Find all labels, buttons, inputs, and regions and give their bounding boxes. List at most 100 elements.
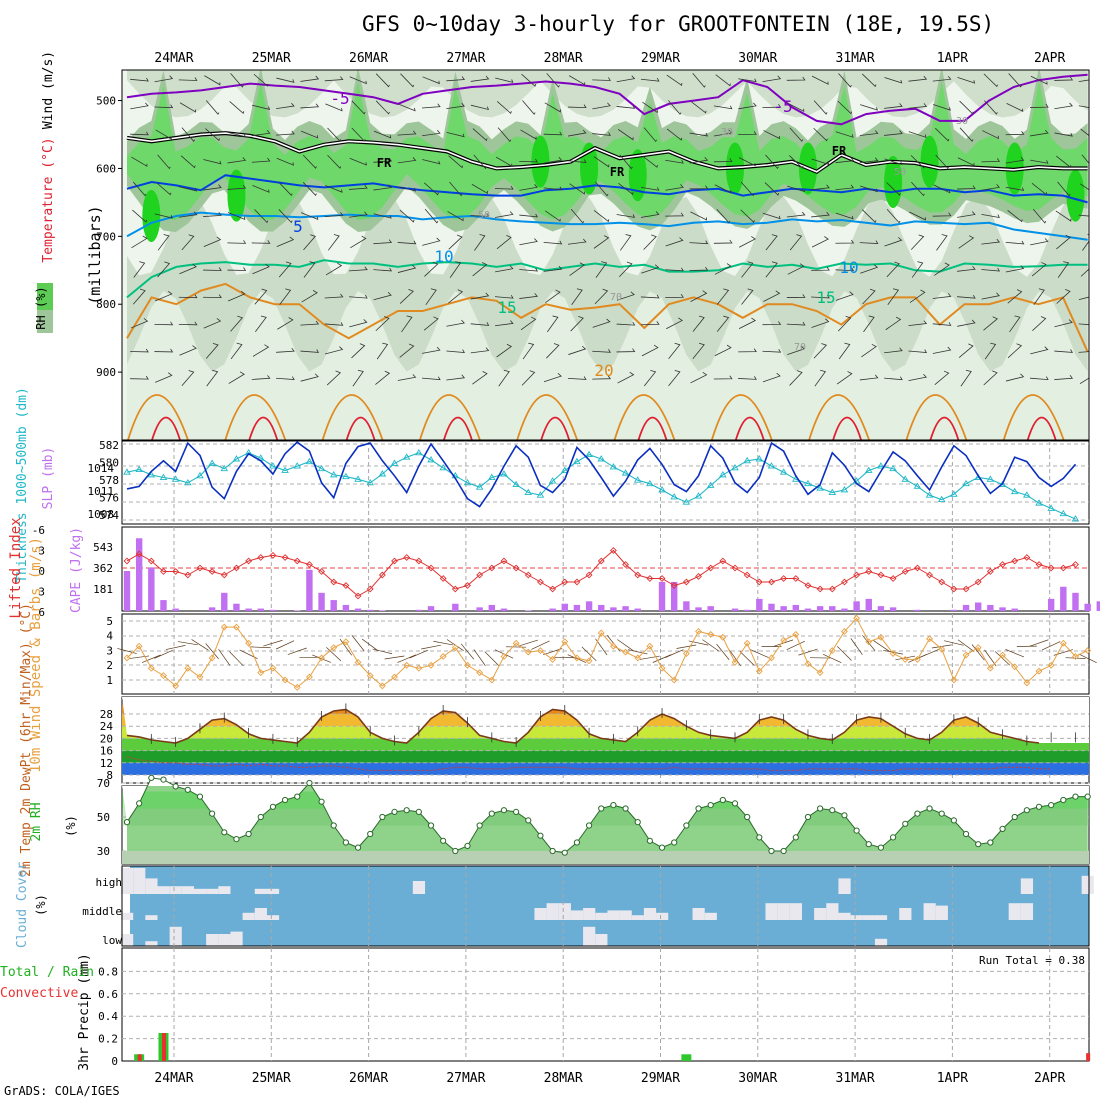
rh-series-point [756, 834, 763, 841]
cloud-cell [206, 934, 219, 946]
cape-bar [160, 600, 167, 611]
wind-barb [227, 157, 247, 164]
wind-barb [470, 104, 490, 111]
wind-barb [714, 184, 732, 194]
wind-barb [522, 100, 536, 115]
wind-barb [1054, 375, 1074, 380]
thickness-series-point [488, 473, 496, 480]
wind-barb [738, 102, 757, 110]
thickness-frame [121, 440, 1090, 525]
lifted-series-point [828, 585, 836, 593]
cloud-cell [230, 931, 243, 946]
wind-barb [276, 236, 295, 248]
wind-speed-series-point [342, 638, 350, 646]
cape-bar [500, 608, 508, 611]
wind-barb [203, 236, 222, 247]
surface-wind-barb [862, 635, 876, 651]
wind-barb [522, 342, 535, 360]
freezing-label: FR [377, 156, 392, 170]
wind-barb [495, 77, 514, 83]
cape-bar [634, 608, 641, 611]
wind-barb [1007, 343, 1023, 359]
wind-barb [983, 370, 998, 386]
wind-barb [155, 372, 173, 383]
wind-barb [324, 293, 344, 299]
wind-barb [594, 288, 609, 305]
cape-bar [987, 604, 994, 611]
wind-barb [835, 291, 854, 301]
thickness-series-point [269, 462, 277, 469]
rh-series-point [780, 847, 787, 855]
wind-barb [1056, 289, 1071, 304]
wind-speed-series-point [1072, 653, 1079, 660]
wind-barb [1054, 319, 1073, 328]
wind-barb [449, 261, 462, 278]
wind-barb [740, 209, 755, 223]
wind-barb [1031, 262, 1047, 277]
wind-barb [227, 184, 247, 190]
lifted-series-point [451, 585, 459, 593]
wind-barb [714, 344, 732, 357]
rh-series-point [513, 808, 520, 816]
lifted-series-point [950, 585, 958, 593]
wind-barb [716, 288, 730, 305]
wind-barb [616, 291, 635, 301]
cape-bar [683, 601, 690, 611]
thickness-tick-label: 574 [99, 509, 119, 522]
rh-area [127, 777, 1088, 864]
surface-wind-barb [287, 647, 307, 655]
wind-barb [349, 319, 368, 328]
wind-barb [252, 263, 270, 275]
lifted-series-point [974, 578, 982, 586]
rh-series-point [987, 839, 994, 846]
wind-speed-series-point [135, 642, 143, 650]
cross-section-ylabel: (millibars) RH (%) Temperature (°C) Wind (m… [34, 51, 104, 333]
wind-speed-series-point [707, 630, 715, 638]
precip-tick-label: 0.6 [98, 988, 118, 1001]
wind-barb [544, 210, 561, 222]
wind-legend-label: Wind (m/s) [41, 51, 56, 129]
wind-barb [1079, 183, 1089, 191]
wind-barb [496, 101, 512, 114]
thickness-series-point [719, 471, 727, 478]
wind-barb [957, 211, 976, 218]
wind-barb [811, 75, 829, 85]
temp-tick-label: 16 [100, 745, 113, 758]
thickness-series-point [208, 459, 216, 466]
wind-barb [713, 129, 733, 137]
rh-series-point [391, 808, 398, 816]
precip-panel: 0.8 0.6 0.4 0.2 0 Run Total = 0.38 3hr Precip … [0, 947, 1091, 1071]
cloud-cell [570, 910, 584, 920]
rh-series-point [330, 822, 337, 829]
wind-barb [1029, 103, 1049, 108]
wind-barb [715, 74, 731, 87]
cape-bar [841, 608, 848, 611]
wind-barb [519, 293, 538, 299]
wind-barb [422, 159, 441, 165]
cape-bar [1096, 601, 1100, 611]
wind-speed-series-point [233, 623, 240, 631]
wind-barb [494, 295, 514, 299]
wind-speed-series-point [950, 676, 958, 684]
thickness-series-point [755, 455, 764, 462]
lifted-series-point [804, 582, 812, 589]
wind-barb [665, 184, 684, 191]
cloud-cell [133, 868, 146, 894]
isotherm-25 [224, 394, 287, 440]
wind-barb [1031, 182, 1047, 196]
cape-bar [853, 601, 860, 611]
wind-speed-series-point [974, 644, 982, 652]
wind-barb [811, 266, 830, 271]
wind-speed-series-point [670, 676, 678, 684]
wind-barb [981, 267, 1001, 272]
wind-barb [349, 184, 368, 190]
wind-barb [932, 75, 952, 82]
surface-wind-barb [205, 643, 219, 660]
wind-barb [1054, 349, 1074, 353]
wind-barb [131, 156, 148, 167]
isotherm-label: -5 [330, 89, 349, 108]
wind-speed-series-point [451, 644, 459, 652]
rh-contour-label: 50 [478, 210, 490, 221]
wind-speed-series-point [901, 655, 909, 663]
